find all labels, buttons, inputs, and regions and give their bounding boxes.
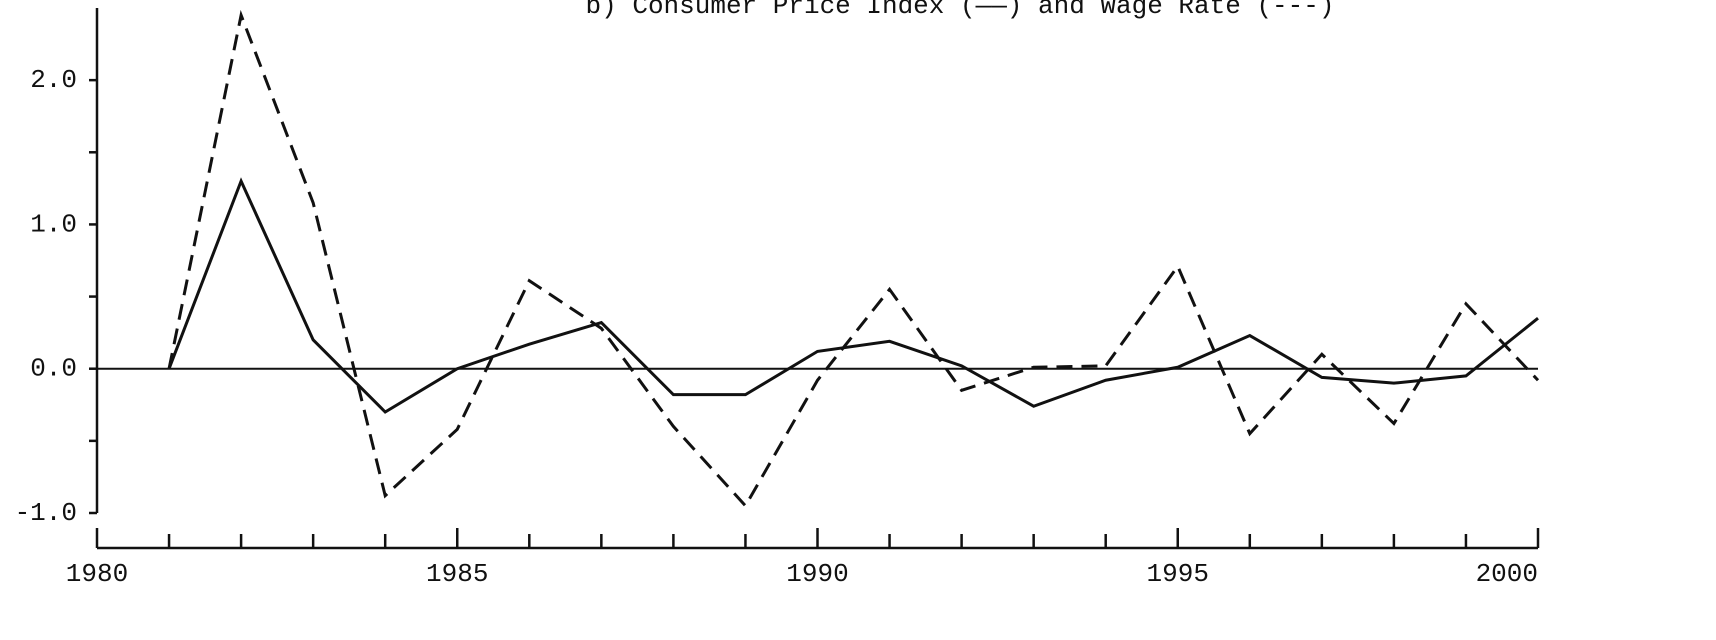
y-tick-label: -1.0: [15, 498, 77, 528]
y-tick-label: 2.0: [30, 65, 77, 95]
x-tick-label: 2000: [1476, 559, 1538, 589]
x-tick-label: 1995: [1147, 559, 1209, 589]
x-tick-label: 1980: [66, 559, 128, 589]
x-tick-label: 1985: [426, 559, 488, 589]
series-line: [167, 9, 1540, 509]
x-tick-label: 1990: [786, 559, 848, 589]
y-tick-label: 0.0: [30, 354, 77, 384]
chart-title: b) Consumer Price Index (——) and Wage Ra…: [586, 0, 1335, 21]
y-tick-label: 1.0: [30, 209, 77, 239]
series-line: [167, 177, 1539, 414]
